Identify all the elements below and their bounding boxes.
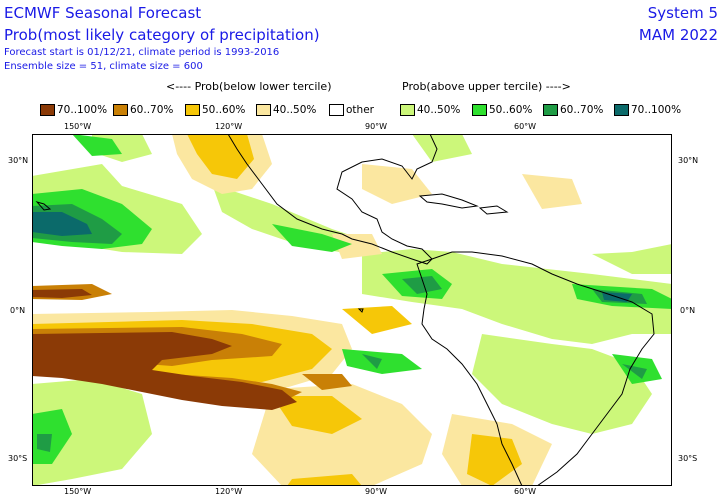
legend-label: 40..50% — [417, 104, 461, 116]
hispaniola-coast — [478, 205, 509, 215]
legend-item: 70..100% — [614, 103, 681, 117]
legend-swatch — [472, 104, 487, 116]
lon-label-bottom: 90°W — [365, 487, 388, 496]
legend-item: 40..50% — [400, 103, 460, 117]
lon-label-top: 60°W — [514, 122, 537, 131]
legend-item: 40..50% — [256, 103, 316, 117]
legend-swatch — [256, 104, 271, 116]
hawaii-coast — [35, 201, 52, 211]
legend-swatch — [614, 104, 629, 116]
map-frame — [32, 134, 672, 486]
system-label: System 5 — [647, 4, 718, 22]
north-america-coast — [227, 134, 438, 265]
ensemble-size-info: Ensemble size = 51, climate size = 600 — [4, 61, 203, 72]
legend-label: 70..100% — [57, 104, 108, 116]
legend-label: 60..70% — [560, 104, 604, 116]
legend-item: other — [329, 103, 374, 117]
lat-label-right: 30°N — [678, 156, 699, 165]
galapagos-coast — [357, 308, 364, 313]
below-tercile-label: <---- Prob(below lower tercile) — [166, 80, 332, 93]
forecast-map — [32, 134, 672, 486]
lat-label-right: 30°S — [678, 454, 698, 463]
legend-swatch — [185, 104, 200, 116]
chart-title: ECMWF Seasonal Forecast — [4, 4, 202, 22]
coastlines — [35, 134, 655, 486]
forecast-period: MAM 2022 — [638, 26, 718, 44]
legend-swatch — [543, 104, 558, 116]
lat-label-left: 30°N — [8, 156, 29, 165]
lon-label-top: 150°W — [64, 122, 92, 131]
color-legend: 70..100% 60..70% 50..60% 40..50% other 4… — [0, 103, 724, 119]
lon-label-bottom: 120°W — [215, 487, 243, 496]
below-70-100-regions — [32, 289, 297, 410]
forecast-start-info: Forecast start is 01/12/21, climate peri… — [4, 47, 280, 58]
legend-swatch — [329, 104, 344, 116]
lat-label-right: 0°N — [680, 306, 696, 315]
legend-item: 60..70% — [113, 103, 173, 117]
cuba-coast — [418, 193, 479, 209]
legend-item: 50..60% — [185, 103, 245, 117]
legend-label: 40..50% — [273, 104, 317, 116]
chart-subtitle: Prob(most likely category of precipitati… — [4, 26, 320, 44]
lon-label-top: 90°W — [365, 122, 388, 131]
legend-swatch — [113, 104, 128, 116]
legend-label: 70..100% — [631, 104, 682, 116]
south-america-coast — [416, 251, 655, 486]
legend-item: 70..100% — [40, 103, 107, 117]
above-tercile-label: Prob(above upper tercile) ----> — [402, 80, 571, 93]
legend-label: 50..60% — [202, 104, 246, 116]
lon-label-top: 120°W — [215, 122, 243, 131]
legend-label: 50..60% — [489, 104, 533, 116]
legend-item: 50..60% — [472, 103, 532, 117]
legend-swatch — [400, 104, 415, 116]
legend-label: 60..70% — [130, 104, 174, 116]
lat-label-left: 30°S — [8, 454, 28, 463]
legend-item: 60..70% — [543, 103, 603, 117]
lon-label-bottom: 60°W — [514, 487, 537, 496]
lon-label-bottom: 150°W — [64, 487, 92, 496]
legend-swatch — [40, 104, 55, 116]
legend-label: other — [346, 104, 374, 116]
lat-label-left: 0°N — [10, 306, 26, 315]
